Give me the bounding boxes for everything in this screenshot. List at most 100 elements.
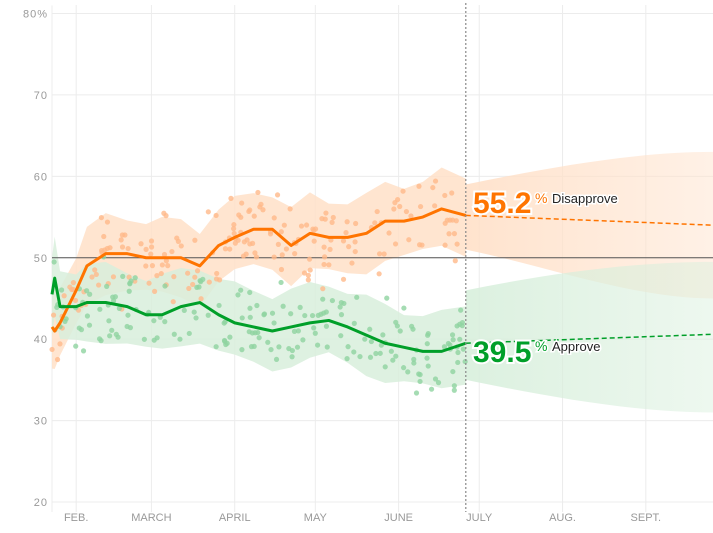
poll-dot [251,213,257,219]
poll-dot [353,220,359,227]
poll-dot [169,248,175,255]
poll-dot [239,347,245,353]
poll-dot [239,200,245,206]
y-tick-label: 70 [34,90,48,102]
poll-dot [205,209,211,215]
poll-dot [110,298,117,304]
poll-dot [392,241,399,247]
forecast-band-approve [465,261,713,413]
poll-dot [165,263,171,269]
poll-dot [424,355,430,361]
poll-dot [119,232,125,238]
poll-dot [200,276,206,282]
poll-dot [54,356,61,363]
poll-dot [151,318,157,324]
poll-dot [294,344,301,350]
trend-line-approve [50,276,467,353]
poll-dot [278,266,285,273]
poll-dot [227,334,233,340]
poll-dot [231,230,237,237]
poll-dot [321,261,327,268]
approve-value: 39.5 [473,336,531,369]
poll-dot [205,312,211,318]
poll-dot [258,201,264,207]
poll-dot [323,210,329,216]
poll-dot [330,214,336,221]
poll-dot [391,206,397,212]
poll-dot [110,274,117,280]
poll-dot [235,292,241,298]
poll-dot [382,364,388,370]
poll-dot [352,239,358,245]
poll-dot [416,242,423,248]
poll-dot [148,251,154,257]
poll-dot [280,303,286,309]
poll-dot [450,368,456,375]
poll-dot [287,206,293,212]
poll-dot [300,337,306,343]
history-band-approve [52,236,466,389]
x-tick-label: MAY [304,512,328,524]
poll-dot [311,325,317,331]
poll-dot [442,220,448,226]
poll-dot [452,258,458,264]
poll-dot [432,203,438,209]
poll-dot [247,289,253,296]
poll-dot [292,251,298,257]
poll-dot [213,276,220,282]
poll-dot [125,245,131,252]
poll-dot [96,336,103,342]
poll-dot [374,208,380,215]
poll-dot [400,188,406,194]
poll-dot [271,215,277,221]
poll-dot [141,336,147,342]
poll-dot [198,296,204,302]
poll-dot [442,192,448,199]
poll-dot [351,349,357,355]
poll-dot [146,280,152,286]
poll-dot [380,332,386,338]
poll-dot [393,353,399,359]
poll-dot [417,203,424,210]
poll-dot [441,344,448,350]
poll-dot [63,316,69,322]
poll-dot [354,294,360,300]
poll-dot [138,241,144,247]
poll-dot [271,320,277,326]
poll-dot [411,356,417,362]
poll-dot [432,178,439,184]
poll-dot [192,237,198,243]
poll-dot [57,341,63,347]
poll-dot [73,343,79,349]
x-tick-label: JULY [466,512,493,524]
poll-dot [446,231,452,237]
poll-dot [324,344,330,350]
poll-dot [305,272,311,278]
poll-dot [214,270,220,277]
poll-dot [401,305,407,311]
poll-dot [406,237,412,243]
poll-dot [252,250,258,256]
poll-dot [250,240,256,246]
poll-dot [428,386,435,392]
poll-dot [256,335,262,341]
poll-dot [247,207,253,213]
poll-dot [274,192,281,198]
poll-dot [455,349,461,356]
poll-dot [453,218,459,224]
poll-dot [455,359,461,366]
poll-dot [228,195,234,201]
poll-dot [417,378,423,385]
poll-dot [101,233,107,240]
poll-dot [247,305,253,311]
poll-dot [115,334,121,340]
approve-label: Approve [552,339,600,354]
poll-dot [143,263,149,269]
poll-dot [162,283,168,289]
poll-dot [450,337,456,343]
poll-dot [352,248,358,255]
forecast-line-approve [465,333,713,344]
poll-dot [393,319,399,325]
poll-dot [395,196,401,203]
poll-dot [408,213,414,219]
